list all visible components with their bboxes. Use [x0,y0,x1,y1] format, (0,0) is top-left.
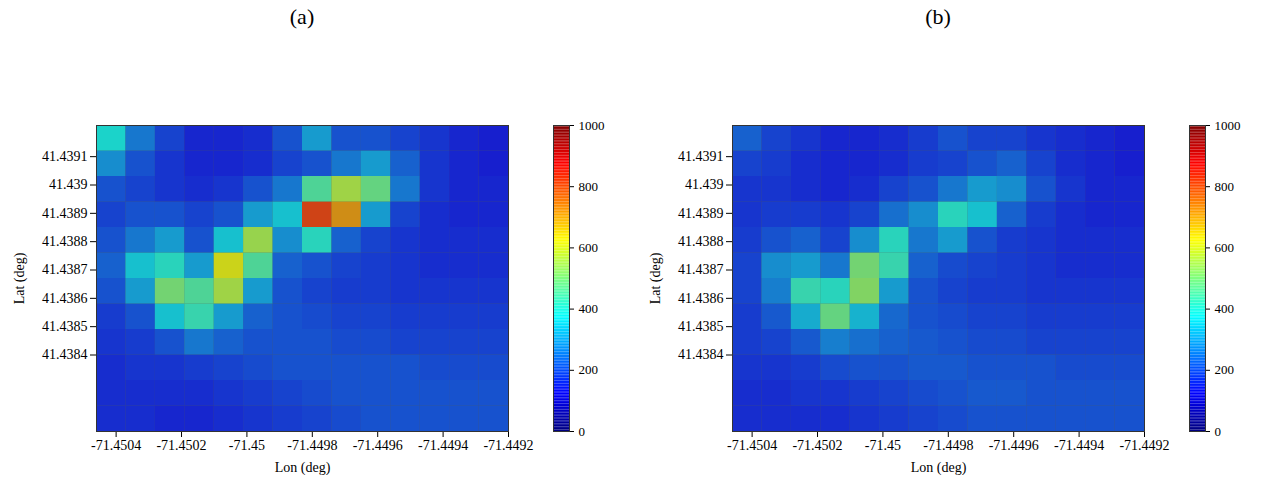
svg-text:41.4389: 41.4389 [42,206,88,221]
svg-text:Lat (deg): Lat (deg) [648,252,664,304]
svg-text:0: 0 [579,424,586,439]
svg-text:41.4391: 41.4391 [42,149,88,164]
svg-text:41.4384: 41.4384 [678,347,724,362]
svg-text:-71.4492: -71.4492 [483,438,533,453]
svg-text:41.4386: 41.4386 [42,291,88,306]
svg-text:-71.4492: -71.4492 [1119,438,1169,453]
svg-text:-71.4496: -71.4496 [989,438,1039,453]
svg-text:41.4386: 41.4386 [678,291,724,306]
svg-text:41.4385: 41.4385 [42,319,88,334]
svg-text:1000: 1000 [1215,118,1241,133]
svg-text:-71.4494: -71.4494 [418,438,468,453]
svg-text:41.4388: 41.4388 [678,234,724,249]
svg-text:200: 200 [579,362,599,377]
svg-text:-71.4504: -71.4504 [91,438,141,453]
svg-text:-71.45: -71.45 [865,438,901,453]
svg-text:-71.4502: -71.4502 [156,438,206,453]
svg-text:41.4391: 41.4391 [678,149,724,164]
svg-text:600: 600 [579,240,599,255]
html-text:(b): (b) [925,4,951,29]
svg-text:-71.4504: -71.4504 [727,438,777,453]
svg-text:Lat (deg): Lat (deg) [12,252,28,304]
svg-text:41.4385: 41.4385 [678,319,724,334]
svg-text:400: 400 [579,301,599,316]
svg-text:800: 800 [1215,179,1235,194]
svg-text:41.4384: 41.4384 [42,347,88,362]
svg-text:41.4388: 41.4388 [42,234,88,249]
svg-text:800: 800 [579,179,599,194]
svg-text:1000: 1000 [579,118,605,133]
svg-text:41.439: 41.439 [685,177,724,192]
svg-text:41.4387: 41.4387 [678,262,724,277]
svg-text:0: 0 [1215,424,1222,439]
svg-text:-71.4498: -71.4498 [287,438,337,453]
svg-text:41.4389: 41.4389 [678,206,724,221]
svg-text:200: 200 [1215,362,1235,377]
svg-text:400: 400 [1215,301,1235,316]
svg-text:Lon (deg): Lon (deg) [275,460,331,476]
svg-text:41.439: 41.439 [49,177,88,192]
svg-text:-71.4498: -71.4498 [923,438,973,453]
html-text:(a): (a) [289,4,315,29]
svg-text:-71.4502: -71.4502 [792,438,842,453]
svg-text:41.4387: 41.4387 [42,262,88,277]
svg-text:-71.4496: -71.4496 [353,438,403,453]
svg-text:Lon (deg): Lon (deg) [911,460,967,476]
svg-text:-71.45: -71.45 [229,438,265,453]
svg-text:-71.4494: -71.4494 [1054,438,1104,453]
svg-text:600: 600 [1215,240,1235,255]
